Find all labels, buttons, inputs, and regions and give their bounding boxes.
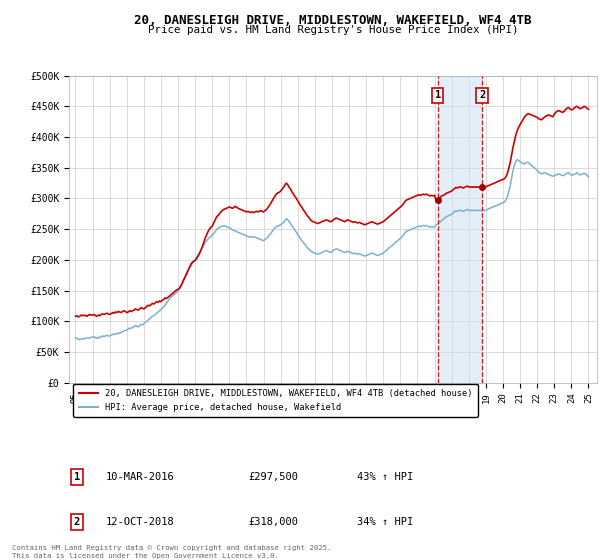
Text: 2: 2 — [74, 517, 80, 528]
Text: 20, DANESLEIGH DRIVE, MIDDLESTOWN, WAKEFIELD, WF4 4TB: 20, DANESLEIGH DRIVE, MIDDLESTOWN, WAKEF… — [134, 14, 532, 27]
Text: Price paid vs. HM Land Registry's House Price Index (HPI): Price paid vs. HM Land Registry's House … — [148, 25, 518, 35]
Text: 34% ↑ HPI: 34% ↑ HPI — [357, 517, 413, 528]
Text: 2: 2 — [479, 90, 485, 100]
Bar — [437, 76, 482, 382]
Text: £318,000: £318,000 — [248, 517, 299, 528]
Text: £297,500: £297,500 — [248, 472, 299, 482]
Text: 1: 1 — [434, 90, 441, 100]
Text: Contains HM Land Registry data © Crown copyright and database right 2025.
This d: Contains HM Land Registry data © Crown c… — [12, 545, 331, 559]
Text: 10-MAR-2016: 10-MAR-2016 — [106, 472, 175, 482]
Text: 43% ↑ HPI: 43% ↑ HPI — [357, 472, 413, 482]
Text: 1: 1 — [74, 472, 80, 482]
Legend: 20, DANESLEIGH DRIVE, MIDDLESTOWN, WAKEFIELD, WF4 4TB (detached house), HPI: Ave: 20, DANESLEIGH DRIVE, MIDDLESTOWN, WAKEF… — [73, 384, 478, 417]
Text: 12-OCT-2018: 12-OCT-2018 — [106, 517, 175, 528]
